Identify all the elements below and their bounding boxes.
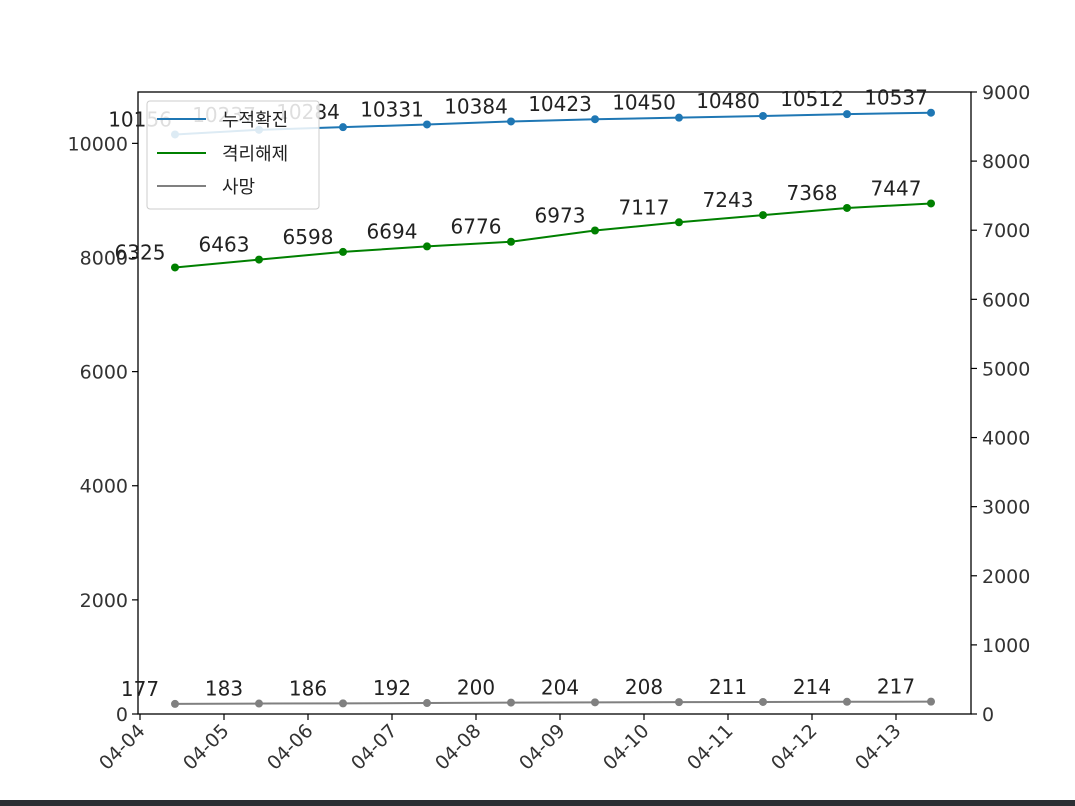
x-tick-label: 04-06 [263,720,318,775]
data-label: 6694 [367,219,418,243]
y-right-tick-label: 3000 [982,497,1030,519]
y-left-tick-label: 0 [116,704,128,726]
y-right-tick-label: 5000 [982,358,1030,380]
data-point [507,117,515,126]
window-bottom-bar [0,800,1075,806]
data-point [255,255,263,264]
y-right-tick-label: 2000 [982,566,1030,588]
data-point [675,698,683,707]
y-right-tick-label: 9000 [982,82,1030,104]
x-tick-label: 04-04 [95,720,150,775]
data-point [339,247,347,256]
data-label: 6973 [535,203,586,227]
data-point [927,108,935,117]
y-axis-left: 0 2000 4000 6000 8000 10000 [68,133,138,726]
y-left-tick-label: 4000 [80,476,128,498]
data-point [423,242,431,251]
data-point [591,698,599,707]
y-right-tick-label: 8000 [982,151,1030,173]
legend-label-3: 사망 [222,177,255,198]
data-point [675,218,683,227]
data-label: 6325 [115,240,166,264]
y-right-tick-label: 7000 [982,220,1030,242]
data-label: 177 [121,677,159,701]
data-label: 6463 [199,233,250,257]
data-point [591,115,599,124]
data-label: 7368 [787,181,838,205]
data-point [843,110,851,119]
data-point [171,699,179,708]
x-tick-label: 04-12 [767,720,822,775]
data-point [171,263,179,272]
data-point [339,123,347,132]
y-right-tick-label: 6000 [982,289,1030,311]
data-label: 217 [877,675,915,699]
data-label: 208 [625,675,663,699]
data-label: 186 [289,676,327,700]
data-label: 10384 [444,94,508,118]
data-point [843,203,851,212]
y-right-tick-label: 1000 [982,635,1030,657]
data-label: 211 [709,675,747,699]
data-label: 10423 [528,92,592,116]
data-label: 10450 [612,91,676,115]
y-left-tick-label: 2000 [80,590,128,612]
data-point [843,697,851,706]
data-label: 6598 [283,225,334,249]
data-label: 7117 [619,195,670,219]
legend-label-1: 누적확진 [222,110,288,131]
x-axis: 04-04 04-05 04-06 04-07 04-08 04-09 04-10 04-11… [95,714,906,775]
series-line-3 [174,700,932,705]
data-label: 192 [373,676,411,700]
x-tick-label: 04-09 [515,720,570,775]
data-point [759,111,767,120]
data-label: 204 [541,675,579,699]
data-point [255,699,263,708]
y-right-tick-label: 4000 [982,428,1030,450]
data-label: 10537 [864,86,928,110]
legend-label-2: 격리해제 [222,144,288,165]
data-label: 10331 [360,97,424,121]
y-axis-right: 0 1000 2000 3000 4000 5000 6000 7000 8000 9000 [971,82,1030,726]
x-tick-label: 04-08 [431,720,486,775]
data-point [675,113,683,122]
legend: 누적확진 격리해제 사망 [146,100,320,210]
x-tick-label: 04-07 [347,720,402,775]
y-left-tick-label: 10000 [68,133,128,155]
data-point [423,699,431,708]
plot-area-frame [137,91,972,715]
data-label: 6776 [451,215,502,239]
data-label: 7447 [871,176,922,200]
x-tick-label: 04-05 [179,720,234,775]
data-point [507,698,515,707]
data-label: 10512 [780,87,844,111]
y-left-tick-label: 6000 [80,362,128,384]
data-label: 10480 [696,89,760,113]
data-point [759,211,767,220]
data-point [591,226,599,235]
data-point [339,699,347,708]
data-label: 214 [793,675,831,699]
x-tick-label: 04-11 [683,720,738,775]
data-label: 7243 [703,188,754,212]
data-label: 183 [205,677,243,701]
series-line-2 [174,202,932,269]
data-label: 200 [457,676,495,700]
x-tick-label: 04-13 [851,720,906,775]
y-right-tick-label: 0 [982,704,994,726]
data-point [927,697,935,706]
data-point [423,120,431,129]
x-tick-label: 04-10 [599,720,654,775]
y-left-tick-label: 8000 [80,247,128,269]
legend-box [146,100,320,210]
data-point [507,237,515,246]
data-point [759,697,767,706]
data-point [927,199,935,208]
